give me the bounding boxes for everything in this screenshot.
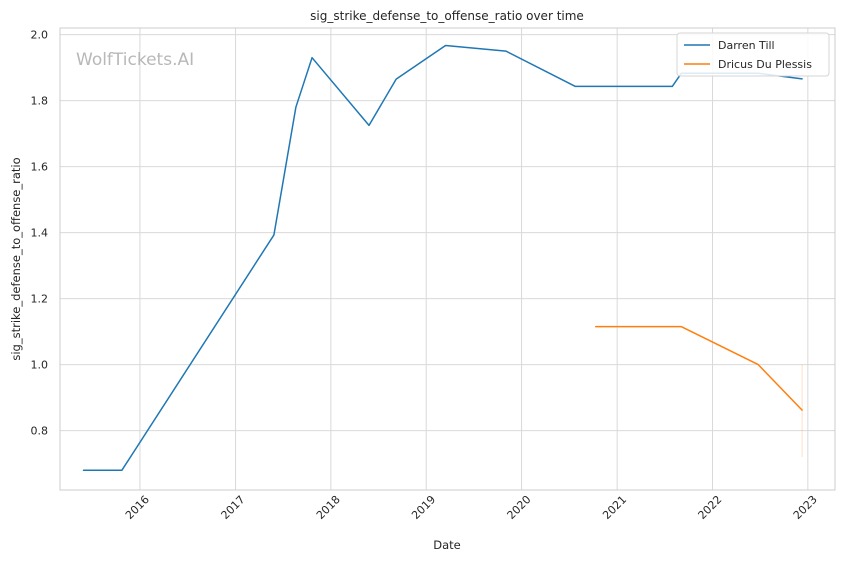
grid [60, 28, 835, 490]
x-tick-label: 2023 [791, 493, 820, 522]
series-line-1 [594, 325, 803, 411]
x-tick-label: 2020 [505, 493, 534, 522]
x-axis-label: Date [433, 538, 461, 552]
y-axis-ticks: 0.8 1.0 1.2 1.4 1.6 1.8 2.0 [31, 29, 49, 438]
y-tick-label: 1.2 [31, 293, 49, 306]
plot-frame [59, 27, 836, 491]
chart-title: sig_strike_defense_to_offense_ratio over… [310, 9, 584, 23]
y-tick-label: 1.4 [31, 227, 49, 240]
y-tick-label: 1.8 [31, 95, 49, 108]
plot-background [60, 28, 835, 490]
legend-label: Dricus Du Plessis [718, 58, 812, 71]
y-tick-label: 1.0 [31, 359, 49, 372]
y-axis-label: sig_strike_defense_to_offense_ratio [9, 157, 23, 360]
legend-box [676, 32, 830, 77]
x-tick-label: 2018 [314, 493, 343, 522]
x-tick-label: 2021 [600, 493, 629, 522]
y-tick-label: 2.0 [31, 29, 49, 42]
x-tick-label: 2016 [123, 493, 152, 522]
watermark: WolfTickets.AI [76, 50, 194, 70]
x-axis-ticks: 2016 2017 2018 2019 2020 2021 2022 2023 [123, 493, 820, 522]
y-tick-label: 1.6 [31, 161, 49, 174]
legend: Darren Till Dricus Du Plessis [676, 32, 830, 77]
x-tick-label: 2019 [409, 493, 438, 522]
x-tick-label: 2022 [696, 493, 725, 522]
legend-label: Darren Till [718, 39, 775, 52]
x-tick-label: 2017 [219, 493, 248, 522]
y-tick-label: 0.8 [31, 425, 49, 438]
